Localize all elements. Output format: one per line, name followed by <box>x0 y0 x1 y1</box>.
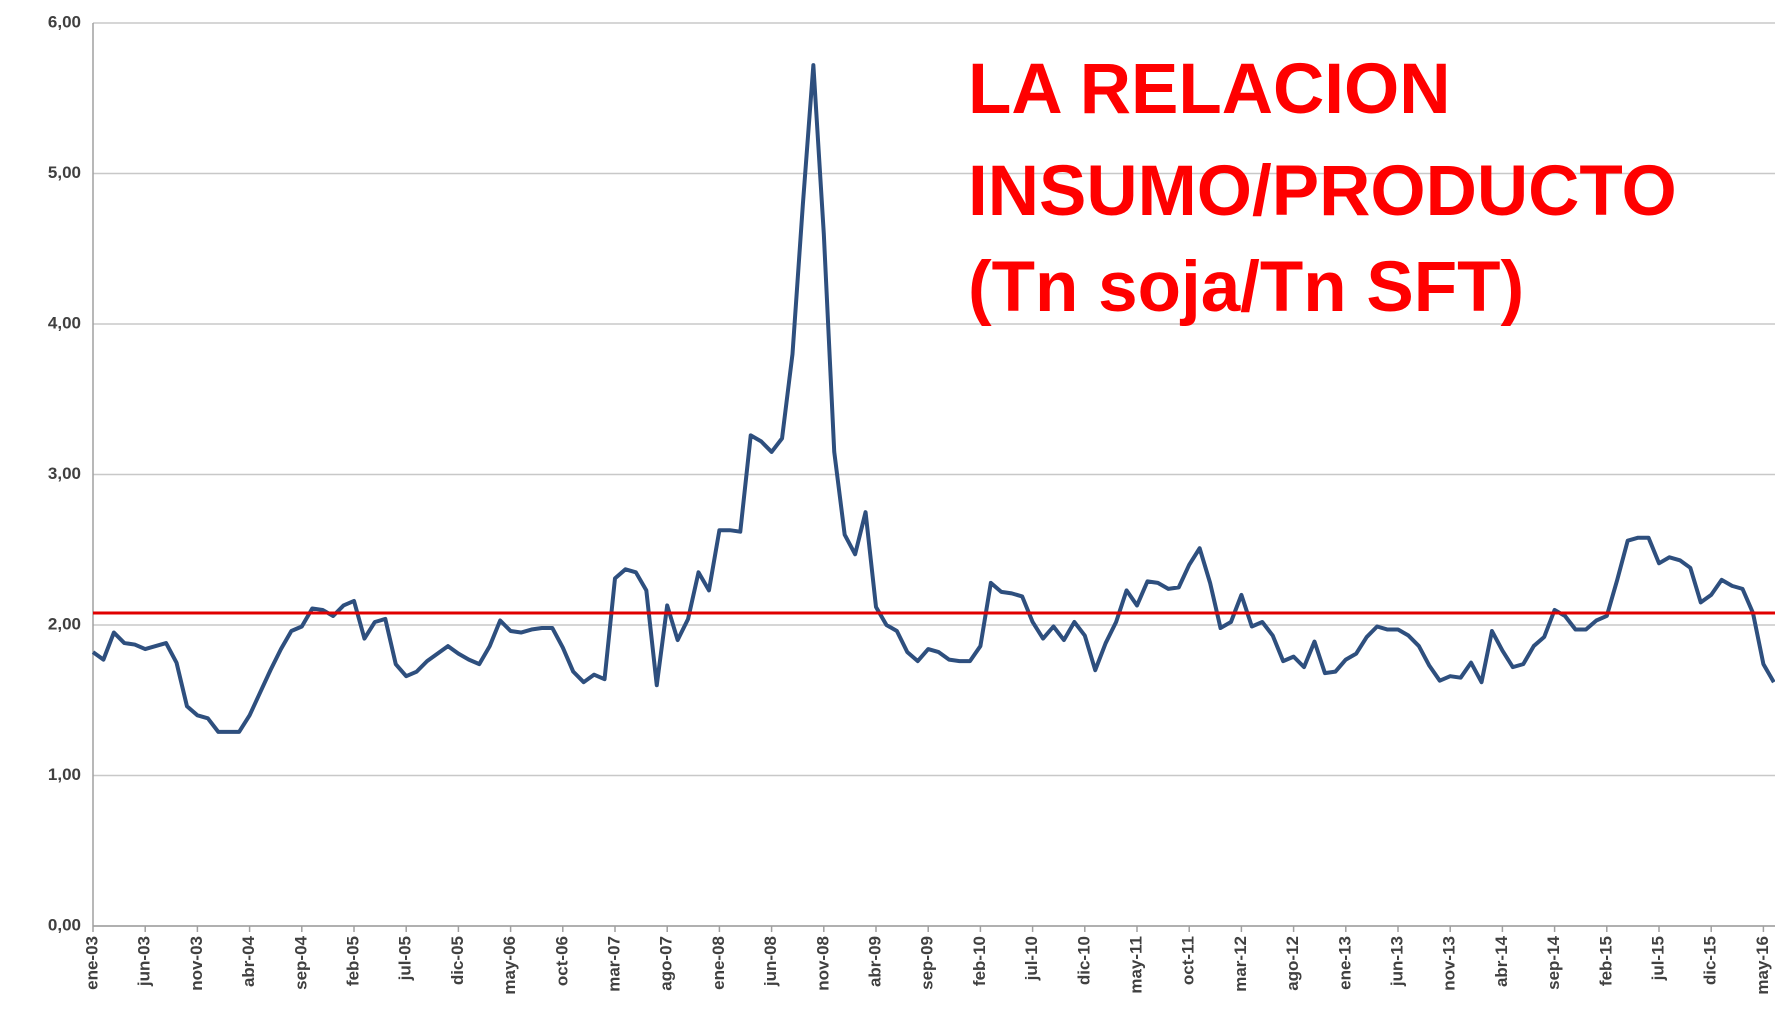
y-tick-label: 4,00 <box>48 313 81 332</box>
x-tick-label: abr-14 <box>1492 935 1511 987</box>
x-tick-label: ene-03 <box>82 936 101 990</box>
x-tick-label: jul-15 <box>1648 936 1667 981</box>
x-tick-label: mar-12 <box>1231 936 1250 992</box>
x-tick-label: jun-08 <box>761 936 780 987</box>
x-tick-label: ene-13 <box>1335 936 1354 990</box>
y-tick-label: 1,00 <box>48 765 81 784</box>
x-tick-label: may-16 <box>1753 936 1772 995</box>
x-tick-label: jul-05 <box>396 936 415 981</box>
y-tick-label: 3,00 <box>48 464 81 483</box>
data-line <box>91 63 1775 734</box>
x-tick-label: mar-07 <box>604 936 623 992</box>
x-tick-label: dic-10 <box>1074 936 1093 985</box>
x-tick-label: feb-05 <box>343 936 362 986</box>
y-tick-label: 6,00 <box>48 12 81 31</box>
annotation: LA RELACION <box>968 50 1451 129</box>
x-tick-label: oct-06 <box>552 936 571 986</box>
x-tick-label: abr-04 <box>239 935 258 987</box>
y-tick-label: 2,00 <box>48 614 81 633</box>
y-tick-label: 5,00 <box>48 163 81 182</box>
x-tick-label: dic-05 <box>448 936 467 985</box>
x-tick-label: oct-11 <box>1179 936 1198 985</box>
annotation: INSUMO/PRODUCTO <box>968 152 1677 231</box>
x-tick-label: ene-08 <box>709 936 728 990</box>
x-tick-label: may-11 <box>1126 936 1145 994</box>
annotation: (Tn soja/Tn SFT) <box>968 248 1524 327</box>
x-tick-label: jun-13 <box>1387 936 1406 987</box>
x-tick-label: nov-08 <box>813 936 832 991</box>
x-tick-label: nov-13 <box>1440 936 1459 991</box>
x-tick-label: sep-09 <box>918 936 937 990</box>
x-tick-label: feb-15 <box>1596 936 1615 986</box>
x-tick-label: may-06 <box>500 936 519 995</box>
x-tick-label: sep-14 <box>1544 935 1563 989</box>
x-tick-label: jun-03 <box>135 936 154 987</box>
x-tick-label: dic-15 <box>1701 936 1720 985</box>
x-tick-label: ago-07 <box>657 936 676 991</box>
y-tick-label: 0,00 <box>48 915 81 934</box>
x-tick-label: nov-03 <box>187 936 206 991</box>
x-tick-label: abr-09 <box>865 936 884 987</box>
x-tick-label: feb-10 <box>970 936 989 986</box>
x-tick-label: jul-10 <box>1022 936 1041 981</box>
x-tick-label: sep-04 <box>291 935 310 989</box>
x-tick-label: ago-12 <box>1283 936 1302 991</box>
